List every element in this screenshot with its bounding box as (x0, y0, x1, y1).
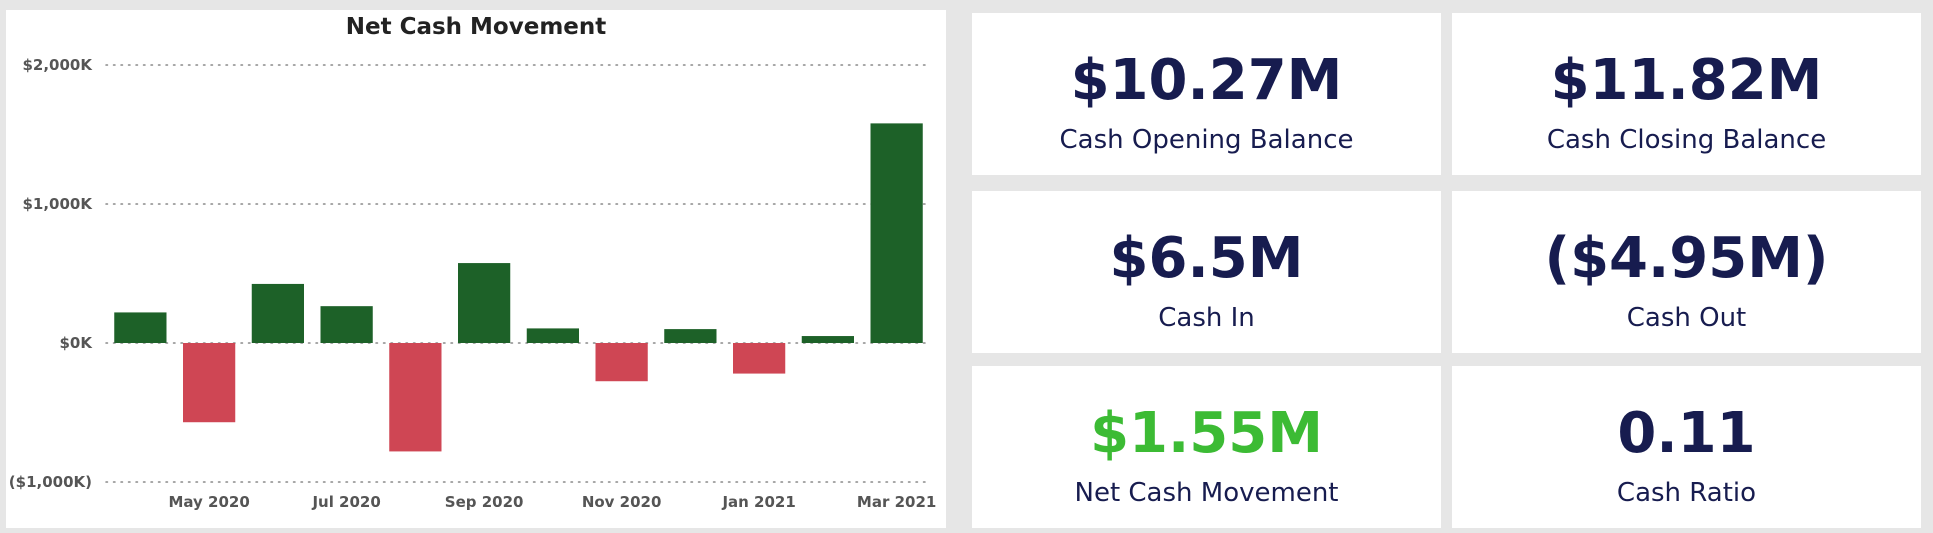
chart-plot: $2,000K $1,000K $0K ($1,000K) May 2020 Jul 20… (9, 56, 937, 511)
kpi-label-closing-balance: Cash Closing Balance (1546, 125, 1827, 155)
kpi-label-cash-out: Cash Out (1626, 303, 1747, 333)
kpi-label-opening-balance: Cash Opening Balance (1059, 125, 1354, 155)
kpi-card-net-cash-movement: $1.55M Net Cash Movement (972, 366, 1441, 528)
bar-7 (595, 343, 648, 382)
bar-5 (458, 263, 511, 343)
x-tick-label-2: Sep 2020 (445, 493, 524, 511)
bar-2 (251, 283, 304, 343)
kpi-label-cash-in: Cash In (1158, 303, 1255, 333)
kpi-label-net-cash-movement: Net Cash Movement (1074, 478, 1339, 508)
kpi-value-net-cash-movement: $1.55M (1090, 401, 1323, 466)
bar-10 (801, 336, 854, 343)
kpi-card-closing-balance: $11.82M Cash Closing Balance (1452, 13, 1921, 175)
x-tick-label-4: Jan 2021 (721, 493, 795, 511)
bar-9 (733, 343, 786, 374)
kpi-value-cash-ratio: 0.11 (1617, 401, 1756, 466)
bar-3 (320, 306, 373, 343)
x-tick-label-0: May 2020 (168, 493, 249, 511)
kpi-card-cash-ratio: 0.11 Cash Ratio (1452, 366, 1921, 528)
kpi-value-cash-in: $6.5M (1109, 226, 1304, 291)
x-tick-label-1: Jul 2020 (311, 493, 380, 511)
y-tick-label-2: $0K (60, 334, 94, 352)
bar-4 (389, 343, 442, 452)
y-tick-label-3: ($1,000K) (9, 473, 92, 491)
kpi-value-closing-balance: $11.82M (1550, 48, 1823, 113)
kpi-value-cash-out: ($4.95M) (1544, 226, 1829, 291)
net-cash-movement-chart: Net Cash Movement $2,000K $1,000K $0K ($1,0… (6, 10, 946, 528)
bar-0 (114, 312, 167, 343)
kpi-card-opening-balance: $10.27M Cash Opening Balance (972, 13, 1441, 175)
y-tick-label-0: $2,000K (22, 56, 93, 74)
chart-title: Net Cash Movement (345, 14, 607, 40)
kpi-label-cash-ratio: Cash Ratio (1616, 478, 1757, 508)
kpi-card-cash-out: ($4.95M) Cash Out (1452, 191, 1921, 353)
bar-11 (870, 123, 923, 343)
bar-8 (664, 329, 717, 343)
kpi-value-opening-balance: $10.27M (1070, 48, 1343, 113)
x-tick-label-5: Mar 2021 (857, 493, 936, 511)
kpi-card-cash-in: $6.5M Cash In (972, 191, 1441, 353)
bar-1 (183, 343, 236, 423)
x-tick-label-3: Nov 2020 (582, 493, 662, 511)
y-tick-label-1: $1,000K (22, 195, 93, 213)
bar-6 (526, 328, 579, 343)
